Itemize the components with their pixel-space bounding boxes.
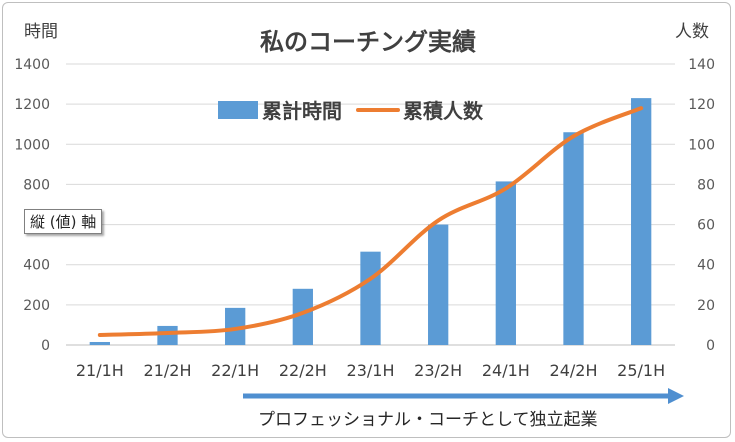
- legend-label-line: 累積人数: [403, 99, 484, 123]
- line-point: [437, 220, 439, 222]
- line-series: [97, 106, 644, 337]
- left-axis-tick-label: 1400: [14, 57, 50, 73]
- right-axis-label: 人数: [675, 22, 709, 42]
- bar: [225, 307, 246, 345]
- left-axis-label: 時間: [24, 22, 58, 42]
- right-axis-ticks: 0 20 40 60 80 100 120 140: [688, 57, 715, 354]
- left-axis-tick-label: 200: [23, 298, 50, 314]
- bar: [157, 325, 178, 345]
- bar: [428, 224, 449, 345]
- legend: 累計時間 累積人数: [218, 99, 484, 123]
- right-axis-tick-label: 60: [697, 218, 715, 234]
- category-axis-ticks: 21/1H 21/2H 22/1H 22/2H 23/1H 23/2H 24/1H 24/2H…: [76, 361, 665, 380]
- line-point: [505, 187, 507, 189]
- category-tick-label: 23/2H: [414, 361, 462, 380]
- right-axis-tick-label: 80: [697, 177, 715, 193]
- category-tick-label: 25/1H: [617, 361, 665, 380]
- right-axis-tick-label: 20: [697, 298, 715, 314]
- line-point: [640, 107, 642, 109]
- line-point: [302, 312, 304, 314]
- category-tick-label: 22/1H: [211, 361, 259, 380]
- bar: [360, 251, 381, 345]
- bar-series: [89, 98, 652, 345]
- chart-frame: [2, 2, 731, 438]
- annotation-text: プロフェッショナル・コーチとして独立起業: [258, 410, 598, 430]
- line-point: [167, 332, 168, 334]
- line-point: [99, 334, 101, 336]
- line-point: [573, 135, 574, 137]
- annotation-arrow: プロフェッショナル・コーチとして独立起業: [243, 388, 684, 430]
- left-axis-ticks: 0200400600800100012001400: [14, 57, 50, 354]
- bar: [89, 341, 110, 345]
- category-tick-label: 24/1H: [482, 361, 530, 380]
- category-tick-label: 21/2H: [144, 361, 192, 380]
- category-tick-label: 22/2H: [279, 361, 327, 380]
- arrow-head: [668, 388, 684, 404]
- left-axis-tick-label: 800: [23, 177, 50, 193]
- line-point: [234, 328, 236, 330]
- right-axis-tick-label: 140: [688, 57, 715, 73]
- right-axis-tick-label: 40: [697, 258, 715, 274]
- left-axis-tick-label: 400: [23, 258, 50, 274]
- bar: [563, 132, 584, 345]
- left-axis-tick-label: 0: [41, 338, 50, 354]
- bar: [292, 288, 313, 345]
- axis-tooltip: 縦 (値) 軸: [24, 209, 103, 234]
- bar: [631, 98, 652, 345]
- right-axis-tick-label: 0: [706, 338, 715, 354]
- right-axis-tick-label: 120: [688, 97, 715, 113]
- chart-title: 私のコーチング実績: [260, 28, 476, 56]
- category-tick-label: 23/1H: [347, 361, 395, 380]
- category-tick-label: 21/1H: [76, 361, 124, 380]
- left-axis-tick-label: 1200: [14, 97, 50, 113]
- legend-label-bar: 累計時間: [262, 99, 342, 123]
- category-tick-label: 24/2H: [550, 361, 598, 380]
- bar: [495, 181, 516, 345]
- legend-swatch-bar: [218, 101, 258, 119]
- right-axis-tick-label: 100: [688, 137, 715, 153]
- left-axis-tick-label: 1000: [14, 137, 50, 153]
- line-point: [370, 278, 371, 280]
